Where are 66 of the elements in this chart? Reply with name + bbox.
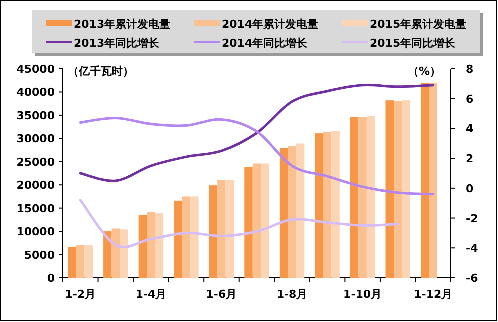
bar xyxy=(350,117,359,278)
x-tick-label: 1-10月 xyxy=(344,288,382,301)
bar xyxy=(138,215,148,278)
y-tick-label: 45000 xyxy=(16,63,56,76)
bar xyxy=(323,132,332,278)
y2-tick-label: 2 xyxy=(466,152,474,166)
bar xyxy=(429,82,438,278)
bar xyxy=(332,131,340,278)
y-tick-label: 5000 xyxy=(24,248,56,262)
bar xyxy=(112,228,120,278)
bar xyxy=(120,230,128,278)
y2-tick-label: -2 xyxy=(466,212,478,226)
y2-tick-label: 8 xyxy=(466,63,474,76)
bar xyxy=(84,245,93,278)
bar xyxy=(226,180,234,278)
line-series xyxy=(79,117,435,196)
x-tick-label: 1-4月 xyxy=(136,288,167,301)
bar xyxy=(252,164,262,278)
line-series xyxy=(79,84,435,182)
y-tick-label: 15000 xyxy=(16,202,56,216)
bar xyxy=(218,180,226,278)
bar xyxy=(315,134,324,278)
x-tick-label: 1-2月 xyxy=(65,288,96,301)
bar xyxy=(76,245,85,278)
bar xyxy=(174,200,182,278)
x-tick-label: 1-6月 xyxy=(206,288,238,301)
y2-tick-label: -4 xyxy=(466,242,479,256)
bar xyxy=(366,116,376,278)
bar xyxy=(280,148,288,278)
y-tick-label: 0 xyxy=(47,272,56,285)
bar xyxy=(104,232,112,278)
bar xyxy=(421,82,430,278)
y2-tick-label: 6 xyxy=(466,92,474,106)
x-tick-label: 1-8月 xyxy=(276,288,308,301)
bar xyxy=(244,167,253,278)
bar xyxy=(402,100,410,278)
legend-label: 2014年累计发电量 xyxy=(222,18,319,31)
bar xyxy=(182,196,191,278)
y2-tick-label: 4 xyxy=(466,122,474,136)
bar xyxy=(190,196,199,278)
bar xyxy=(209,186,218,278)
bar xyxy=(68,247,77,278)
y-tick-label: 35000 xyxy=(16,109,56,122)
bar xyxy=(296,144,305,278)
y-tick-label: 10000 xyxy=(16,226,56,239)
y2-tick-label: 0 xyxy=(466,182,474,196)
bar xyxy=(386,100,394,278)
y2-axis-title: （%） xyxy=(408,65,441,78)
bar xyxy=(358,117,367,278)
bar xyxy=(155,213,164,278)
y-tick-label: 30000 xyxy=(16,132,56,146)
bar xyxy=(261,164,270,278)
bar xyxy=(147,212,156,278)
legend-label: 2014年同比增长 xyxy=(222,37,309,50)
bar xyxy=(288,146,296,278)
y-tick-label: 20000 xyxy=(16,179,56,192)
y-axis-title: （亿千瓦时） xyxy=(68,65,134,78)
legend-label: 2015年累计发电量 xyxy=(370,18,467,31)
legend-label: 2013年累计发电量 xyxy=(74,18,171,31)
y2-tick-label: -6 xyxy=(466,272,479,285)
bar xyxy=(394,102,402,278)
legend-label: 2013年同比增长 xyxy=(74,37,161,50)
y-tick-label: 25000 xyxy=(16,156,56,169)
x-tick-label: 1-12月 xyxy=(414,288,453,301)
y-tick-label: 40000 xyxy=(16,86,56,100)
legend-label: 2015年同比增长 xyxy=(370,37,457,50)
